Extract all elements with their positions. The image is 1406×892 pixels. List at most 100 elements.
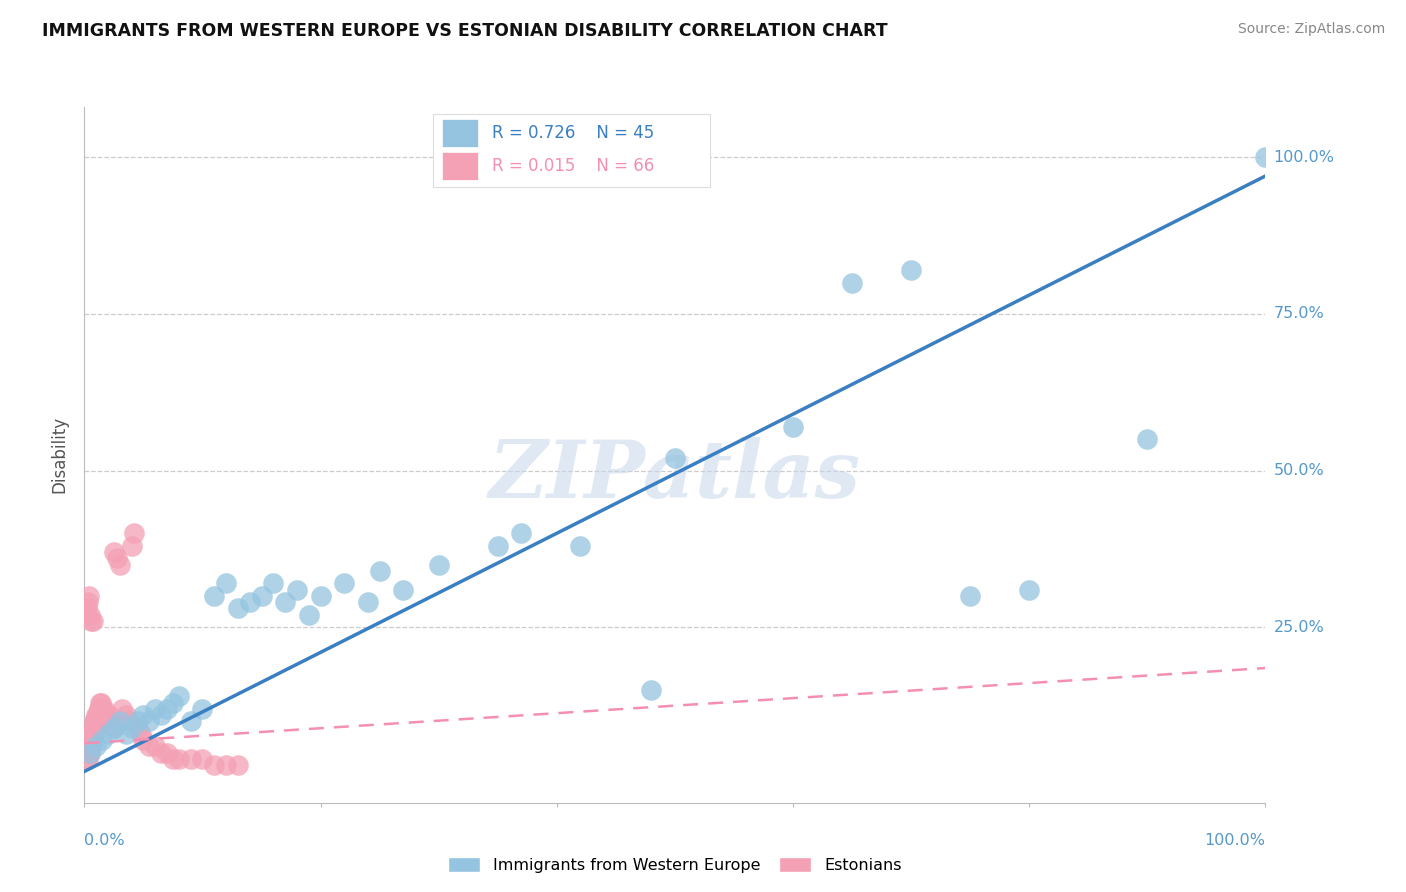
Point: [91, 708, 114, 723]
Point: [77, 752, 100, 766]
Point: [392, 582, 415, 597]
Point: [98, 708, 121, 723]
Point: [79, 739, 101, 754]
Point: [162, 752, 184, 766]
Point: [77, 739, 100, 754]
Point: [82, 721, 104, 735]
Point: [510, 526, 533, 541]
Point: [121, 721, 143, 735]
Point: [127, 714, 149, 729]
Point: [79, 746, 101, 760]
Point: [202, 758, 225, 772]
Point: [262, 576, 284, 591]
Point: [167, 752, 190, 766]
Point: [191, 752, 214, 766]
Text: Source: ZipAtlas.com: Source: ZipAtlas.com: [1237, 22, 1385, 37]
Point: [84, 714, 107, 729]
Point: [309, 589, 332, 603]
Point: [80, 733, 103, 747]
Point: [215, 576, 238, 591]
Point: [900, 263, 922, 277]
Point: [664, 451, 686, 466]
Point: [114, 727, 136, 741]
Point: [226, 601, 249, 615]
Point: [93, 702, 115, 716]
Point: [129, 727, 152, 741]
Text: 100.0%: 100.0%: [1205, 833, 1265, 848]
Point: [150, 708, 173, 723]
Point: [167, 690, 190, 704]
Point: [76, 752, 98, 766]
Point: [156, 702, 179, 716]
Point: [202, 589, 225, 603]
Point: [215, 758, 238, 772]
Point: [80, 727, 103, 741]
Point: [640, 683, 662, 698]
Point: [79, 746, 101, 760]
Point: [132, 733, 155, 747]
Point: [841, 276, 863, 290]
Point: [122, 526, 145, 541]
Point: [121, 539, 143, 553]
Point: [368, 564, 391, 578]
Point: [226, 758, 249, 772]
Point: [103, 721, 125, 735]
Point: [239, 595, 262, 609]
Point: [94, 708, 117, 723]
Point: [84, 739, 107, 754]
Point: [108, 714, 131, 729]
Point: [82, 614, 104, 628]
Point: [250, 589, 273, 603]
Point: [156, 746, 179, 760]
Point: [83, 714, 105, 729]
Point: [79, 607, 101, 622]
Text: 0.0%: 0.0%: [84, 833, 125, 848]
Point: [91, 702, 114, 716]
Point: [108, 558, 131, 572]
Point: [103, 545, 125, 559]
Point: [77, 595, 100, 609]
Point: [80, 739, 103, 754]
Text: 75.0%: 75.0%: [1274, 306, 1324, 321]
Point: [83, 727, 105, 741]
Point: [84, 714, 107, 729]
Point: [84, 714, 107, 729]
Bar: [433, 114, 710, 187]
Point: [782, 419, 804, 434]
Point: [98, 714, 121, 729]
Point: [82, 733, 104, 747]
Point: [138, 739, 160, 754]
Bar: [443, 119, 478, 147]
Point: [84, 721, 107, 735]
Point: [143, 702, 166, 716]
Point: [274, 595, 297, 609]
Point: [427, 558, 450, 572]
Point: [91, 714, 114, 729]
Point: [77, 589, 100, 603]
Point: [357, 595, 380, 609]
Point: [87, 702, 110, 716]
Point: [150, 746, 173, 760]
Point: [127, 721, 149, 735]
Point: [180, 752, 202, 766]
Text: R = 0.015    N = 66: R = 0.015 N = 66: [492, 157, 654, 175]
Text: R = 0.726    N = 45: R = 0.726 N = 45: [492, 124, 654, 142]
Point: [118, 714, 141, 729]
Point: [90, 696, 112, 710]
Legend: Immigrants from Western Europe, Estonians: Immigrants from Western Europe, Estonian…: [441, 851, 908, 880]
Point: [191, 702, 214, 716]
Y-axis label: Disability: Disability: [51, 417, 69, 493]
Point: [143, 739, 166, 754]
Point: [97, 714, 120, 729]
Point: [79, 733, 101, 747]
Point: [1136, 432, 1159, 446]
Text: 50.0%: 50.0%: [1274, 463, 1324, 478]
Text: IMMIGRANTS FROM WESTERN EUROPE VS ESTONIAN DISABILITY CORRELATION CHART: IMMIGRANTS FROM WESTERN EUROPE VS ESTONI…: [42, 22, 887, 40]
Text: 100.0%: 100.0%: [1274, 150, 1334, 165]
Point: [91, 733, 114, 747]
Point: [82, 727, 104, 741]
Point: [132, 708, 155, 723]
Point: [97, 727, 120, 741]
Point: [87, 702, 110, 716]
Point: [486, 539, 509, 553]
